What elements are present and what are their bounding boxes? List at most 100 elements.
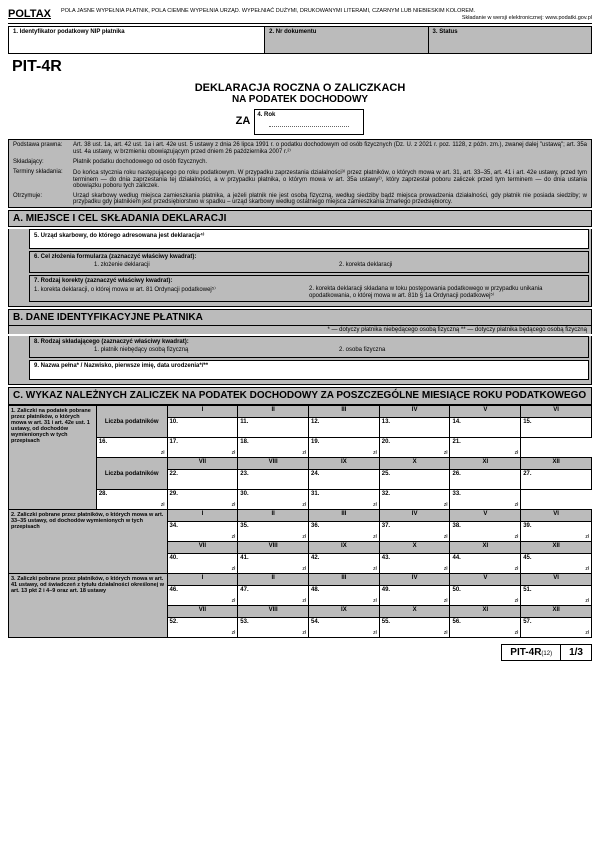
electronic-note: Składanie w wersji elektronicznej: www.p… xyxy=(61,15,592,21)
cell-46[interactable]: 46.zł xyxy=(167,586,238,606)
cell-30[interactable]: 30.zł xyxy=(238,490,309,510)
row2-label: 2. Zaliczki pobrane przez płatników, o k… xyxy=(9,510,168,574)
cell-41[interactable]: 41.zł xyxy=(238,554,309,574)
cell-48[interactable]: 48.zł xyxy=(309,586,380,606)
section-c-header: C. WYKAZ NALEŻNYCH ZALICZEK NA PODATEK D… xyxy=(8,387,592,405)
liczba-label: Liczba podatników xyxy=(96,458,167,490)
cell-43[interactable]: 43.zł xyxy=(379,554,450,574)
za-label: ZA xyxy=(236,109,251,127)
section-b-body: 8. Rodzaj składającego (zaznaczyć właści… xyxy=(8,336,592,385)
cell-19[interactable]: 19.zł xyxy=(309,438,380,458)
cell-47[interactable]: 47.zł xyxy=(238,586,309,606)
info-val: Płatnik podatku dochodowego od osób fizy… xyxy=(73,159,587,165)
info-key: Otrzymuje: xyxy=(13,193,73,205)
cell-14[interactable]: 14. xyxy=(450,418,521,438)
cell-34[interactable]: 34.zł xyxy=(167,522,238,542)
info-val: Art. 38 ust. 1a, art. 42 ust. 1a i art. … xyxy=(73,142,587,155)
field-7: 7. Rodzaj korekty (zaznaczyć właściwy kw… xyxy=(29,275,589,302)
cell-36[interactable]: 36.zł xyxy=(309,522,380,542)
info-key: Terminy składania: xyxy=(13,169,73,189)
cell-37[interactable]: 37.zł xyxy=(379,522,450,542)
cell-10[interactable]: 10. xyxy=(167,418,238,438)
poltax-logo: POLTAX xyxy=(8,8,51,20)
section-c-table: 1. Zaliczki na podatek pobrane przez pła… xyxy=(8,405,592,638)
legal-info: Podstawa prawna:Art. 38 ust. 1a, art. 42… xyxy=(8,139,592,208)
field-8: 8. Rodzaj składającego (zaznaczyć właści… xyxy=(29,336,589,358)
cell-55[interactable]: 55.zł xyxy=(379,618,450,638)
f6-opt1[interactable]: 1. złożenie deklaracji xyxy=(94,262,339,268)
cell-53[interactable]: 53.zł xyxy=(238,618,309,638)
cell-21[interactable]: 21.zł xyxy=(450,438,521,458)
col-III: III xyxy=(309,406,380,418)
cell-28[interactable]: 28.zł xyxy=(96,490,167,510)
section-b-note: * — dotyczy płatnika niebędącego osobą f… xyxy=(8,326,592,334)
cell-24[interactable]: 24. xyxy=(309,470,380,490)
footer: PIT-4R(12) 1/3 xyxy=(8,644,592,661)
col-II: II xyxy=(238,406,309,418)
cell-13[interactable]: 13. xyxy=(379,418,450,438)
cell-25[interactable]: 25. xyxy=(379,470,450,490)
f6-opt2[interactable]: 2. korekta deklaracji xyxy=(339,262,584,268)
cell-35[interactable]: 35.zł xyxy=(238,522,309,542)
cell-27[interactable]: 27. xyxy=(521,470,592,490)
footer-code: PIT-4R(12) xyxy=(502,645,561,660)
cell-51[interactable]: 51.zł xyxy=(521,586,592,606)
cell-nip[interactable]: 1. Identyfikator podatkowy NIP płatnika xyxy=(9,27,265,53)
col-VII: VII xyxy=(167,458,238,470)
cell-45[interactable]: 45.zł xyxy=(521,554,592,574)
col-XII: XII xyxy=(521,458,592,470)
row3-label: 3. Zaliczki pobrane przez płatników, o k… xyxy=(9,574,168,638)
cell-57[interactable]: 57.zł xyxy=(521,618,592,638)
cell-12[interactable]: 12. xyxy=(309,418,380,438)
cell-23[interactable]: 23. xyxy=(238,470,309,490)
cell-32[interactable]: 32.zł xyxy=(379,490,450,510)
col-I: I xyxy=(167,406,238,418)
cell-20[interactable]: 20.zł xyxy=(379,438,450,458)
field-5[interactable]: 5. Urząd skarbowy, do którego adresowana… xyxy=(29,229,589,249)
f8-opt2[interactable]: 2. osoba fizyczna xyxy=(339,347,584,353)
cell-38[interactable]: 38.zł xyxy=(450,522,521,542)
year-box[interactable]: 4. Rok xyxy=(254,109,364,135)
cell-33[interactable]: 33.zł xyxy=(450,490,521,510)
cell-status: 3. Status xyxy=(429,27,591,53)
cell-15[interactable]: 15. xyxy=(521,418,592,438)
field-6: 6. Cel złożenia formularza (zaznaczyć wł… xyxy=(29,251,589,273)
doc-label: 2. Nr dokumentu xyxy=(269,29,423,35)
cell-18[interactable]: 18.zł xyxy=(238,438,309,458)
info-key: Składający: xyxy=(13,159,73,165)
cell-56[interactable]: 56.zł xyxy=(450,618,521,638)
cell-26[interactable]: 26. xyxy=(450,470,521,490)
cell-40[interactable]: 40.zł xyxy=(167,554,238,574)
row1-label: 1. Zaliczki na podatek pobrane przez pła… xyxy=(9,406,97,510)
cell-52[interactable]: 52.zł xyxy=(167,618,238,638)
header: POLTAX POLA JASNE WYPEŁNIA PŁATNIK, POLA… xyxy=(8,8,592,24)
col-VIII: VIII xyxy=(238,458,309,470)
cell-29[interactable]: 29.zł xyxy=(167,490,238,510)
liczba-label: Liczba podatników xyxy=(96,406,167,438)
cell-44[interactable]: 44.zł xyxy=(450,554,521,574)
info-val: Urząd skarbowy według miejsca zamieszkan… xyxy=(73,193,587,205)
fill-instruction: POLA JASNE WYPEŁNIA PŁATNIK, POLA CIEMNE… xyxy=(61,8,592,14)
cell-31[interactable]: 31.zł xyxy=(309,490,380,510)
f7-opt1[interactable]: 1. korekta deklaracji, o której mowa w a… xyxy=(34,286,309,299)
cell-49[interactable]: 49.zł xyxy=(379,586,450,606)
main-title: DEKLARACJA ROCZNA O ZALICZKACH xyxy=(8,82,592,94)
cell-54[interactable]: 54.zł xyxy=(309,618,380,638)
f7-opt2[interactable]: 2. korekta deklaracji składana w toku po… xyxy=(309,286,584,299)
cell-17[interactable]: 17.zł xyxy=(167,438,238,458)
field-9[interactable]: 9. Nazwa pełna* / Nazwisko, pierwsze imi… xyxy=(29,360,589,380)
cell-16[interactable]: 16.zł xyxy=(96,438,167,458)
cell-42[interactable]: 42.zł xyxy=(309,554,380,574)
col-VI: VI xyxy=(521,406,592,418)
col-XI: XI xyxy=(450,458,521,470)
cell-39[interactable]: 39.zł xyxy=(521,522,592,542)
cell-50[interactable]: 50.zł xyxy=(450,586,521,606)
identifier-row: 1. Identyfikator podatkowy NIP płatnika … xyxy=(8,26,592,54)
section-a-body: 5. Urząd skarbowy, do którego adresowana… xyxy=(8,229,592,307)
status-label: 3. Status xyxy=(433,29,587,35)
nip-label: 1. Identyfikator podatkowy NIP płatnika xyxy=(13,29,260,35)
cell-11[interactable]: 11. xyxy=(238,418,309,438)
form-code: PIT-4R xyxy=(8,54,592,76)
f8-opt1[interactable]: 1. płatnik niebędący osobą fizyczną xyxy=(94,347,339,353)
cell-22[interactable]: 22. xyxy=(167,470,238,490)
